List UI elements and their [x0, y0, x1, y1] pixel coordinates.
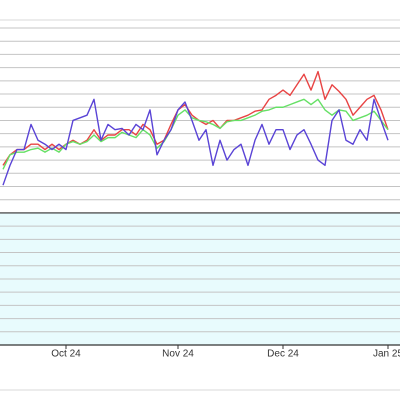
lines — [2, 70, 389, 186]
x-tick-label: Dec 24 — [267, 349, 299, 360]
grid — [0, 27, 400, 346]
series-line — [2, 98, 389, 186]
x-tick-label: Nov 24 — [162, 349, 194, 360]
x-tick-label: Jan 25 — [373, 349, 400, 360]
x-tick-label: Oct 24 — [51, 349, 81, 360]
x-axis: Oct 24 Nov 24 Dec 24 Jan 25 — [0, 344, 400, 360]
